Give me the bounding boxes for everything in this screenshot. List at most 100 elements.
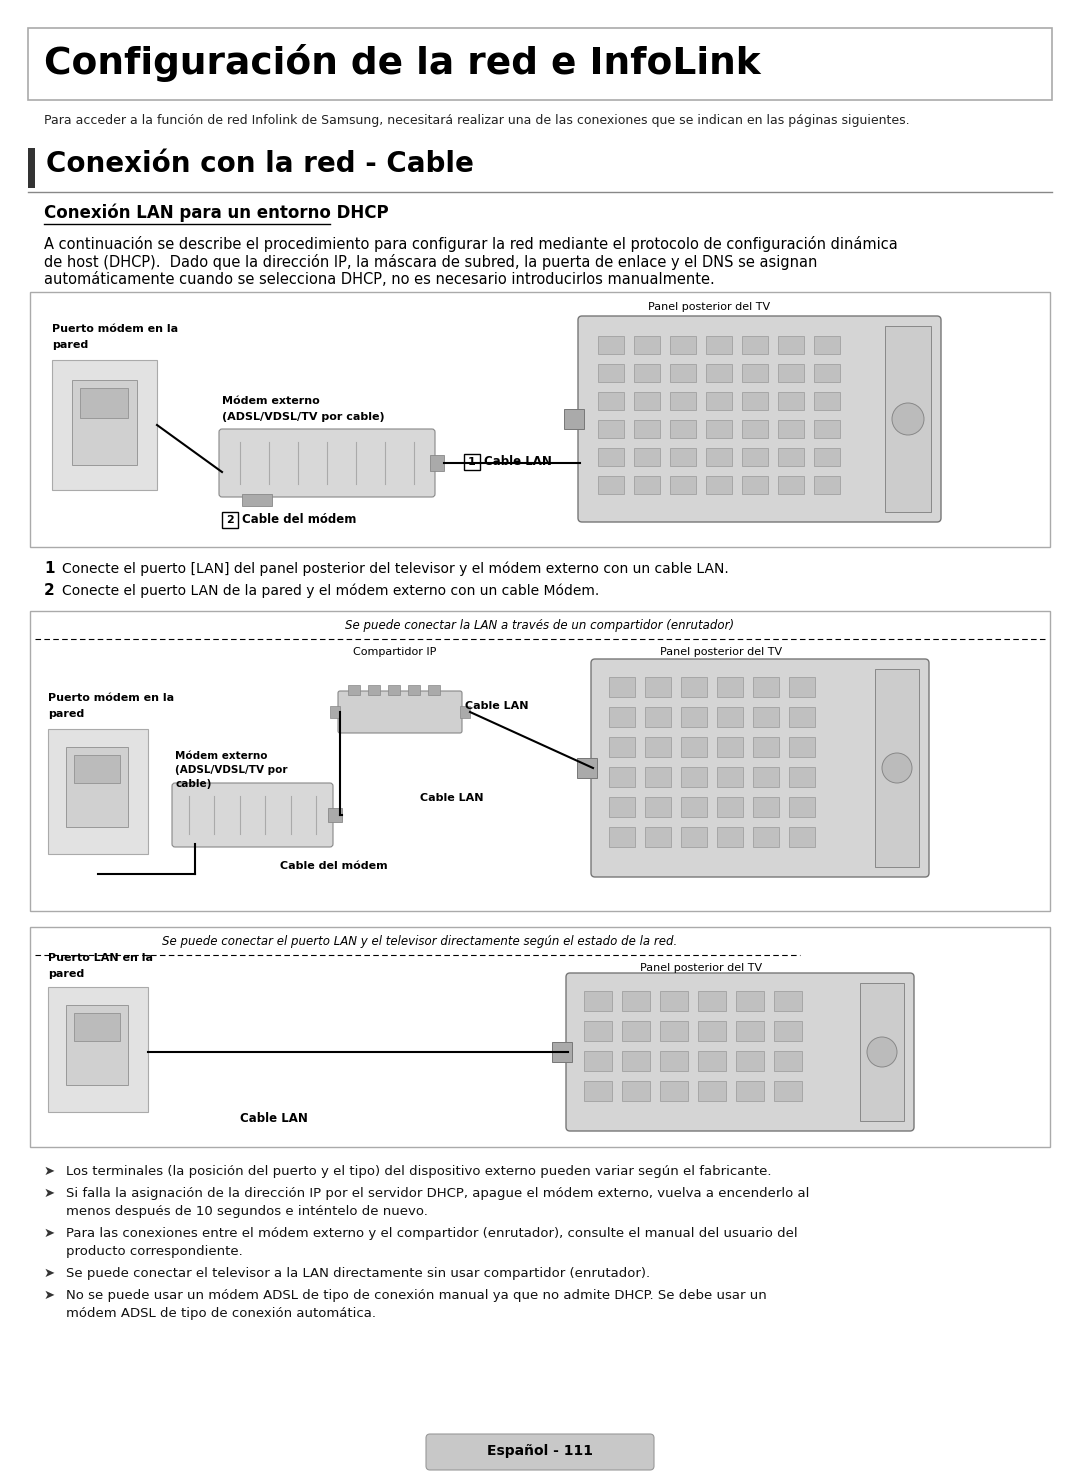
Text: Panel posterior del TV: Panel posterior del TV [648, 302, 770, 313]
Bar [48, 729, 148, 854]
Bar [584, 1021, 612, 1040]
Bar [814, 365, 840, 382]
Bar [430, 455, 444, 471]
Text: pared: pared [48, 969, 84, 980]
Bar [778, 448, 804, 465]
Bar [789, 827, 815, 848]
Bar [670, 336, 696, 354]
Bar [598, 419, 624, 439]
Bar [735, 1021, 764, 1040]
Bar [681, 768, 707, 787]
Text: Puerto módem en la: Puerto módem en la [52, 325, 178, 333]
Text: ➤: ➤ [44, 1289, 55, 1303]
FancyBboxPatch shape [219, 428, 435, 496]
Bar [706, 365, 732, 382]
Circle shape [867, 1037, 897, 1067]
Bar [742, 336, 768, 354]
Bar [328, 808, 342, 823]
Text: Cable LAN: Cable LAN [484, 455, 552, 468]
Bar [753, 737, 779, 757]
Bar [814, 419, 840, 439]
Bar [698, 991, 726, 1011]
Bar [598, 476, 624, 494]
Bar [681, 827, 707, 848]
Bar [75, 1014, 120, 1040]
Text: Los terminales (la posición del puerto y el tipo) del dispositivo externo pueden: Los terminales (la posición del puerto y… [66, 1165, 771, 1178]
Bar [753, 797, 779, 817]
Text: ➤: ➤ [44, 1227, 55, 1240]
Text: menos después de 10 segundos e inténtelo de nuevo.: menos después de 10 segundos e inténtelo… [66, 1205, 428, 1218]
Bar [742, 476, 768, 494]
Bar [66, 747, 129, 827]
Bar [717, 797, 743, 817]
Bar [28, 148, 35, 188]
Bar [460, 705, 470, 717]
Bar [388, 685, 400, 695]
Text: Español - 111: Español - 111 [487, 1443, 593, 1458]
Bar [681, 737, 707, 757]
Bar [609, 677, 635, 697]
Bar [609, 707, 635, 728]
Text: No se puede usar un módem ADSL de tipo de conexión manual ya que no admite DHCP.: No se puede usar un módem ADSL de tipo d… [66, 1289, 767, 1303]
Bar [634, 336, 660, 354]
FancyBboxPatch shape [566, 974, 914, 1131]
Text: Cable del módem: Cable del módem [242, 513, 356, 526]
Bar [66, 1005, 129, 1085]
Bar [753, 827, 779, 848]
Text: Se puede conectar el puerto LAN y el televisor directamente según el estado de l: Se puede conectar el puerto LAN y el tel… [162, 935, 677, 948]
Bar [778, 393, 804, 411]
Text: Si falla la asignación de la dirección IP por el servidor DHCP, apague el módem : Si falla la asignación de la dirección I… [66, 1187, 809, 1200]
Bar [577, 757, 597, 778]
Bar [706, 393, 732, 411]
Bar [408, 685, 420, 695]
Bar [634, 393, 660, 411]
FancyBboxPatch shape [28, 28, 1052, 99]
Bar [75, 754, 120, 782]
Text: ➤: ➤ [44, 1267, 55, 1280]
Bar [774, 1051, 802, 1071]
Bar [598, 365, 624, 382]
Text: Conexión con la red - Cable: Conexión con la red - Cable [46, 150, 474, 178]
Bar [706, 476, 732, 494]
Bar [670, 448, 696, 465]
FancyBboxPatch shape [578, 316, 941, 522]
Bar [48, 987, 148, 1112]
Text: Módem externo: Módem externo [222, 396, 320, 406]
FancyBboxPatch shape [426, 1435, 654, 1470]
Circle shape [882, 753, 912, 782]
Bar [670, 365, 696, 382]
Bar [634, 476, 660, 494]
Bar [242, 494, 272, 505]
Bar [222, 511, 238, 528]
Bar [814, 393, 840, 411]
Bar [645, 677, 671, 697]
Bar [622, 1080, 650, 1101]
Bar [706, 336, 732, 354]
Text: Cable LAN: Cable LAN [240, 1112, 308, 1125]
Bar [706, 419, 732, 439]
Text: Panel posterior del TV: Panel posterior del TV [640, 963, 762, 974]
Text: ➤: ➤ [44, 1187, 55, 1200]
Bar [609, 768, 635, 787]
Bar [698, 1021, 726, 1040]
FancyBboxPatch shape [30, 292, 1050, 547]
Bar [670, 393, 696, 411]
Bar [598, 448, 624, 465]
Bar [742, 365, 768, 382]
FancyBboxPatch shape [338, 691, 462, 734]
Bar [634, 365, 660, 382]
Text: cable): cable) [175, 780, 212, 788]
Bar [660, 991, 688, 1011]
Bar [681, 677, 707, 697]
FancyBboxPatch shape [591, 659, 929, 877]
Bar [52, 360, 157, 491]
Bar [80, 388, 129, 418]
Bar [717, 768, 743, 787]
Text: 2: 2 [226, 516, 234, 525]
Bar [609, 797, 635, 817]
Bar [717, 677, 743, 697]
Bar [564, 409, 584, 428]
Bar [778, 419, 804, 439]
Bar [609, 737, 635, 757]
Bar [698, 1051, 726, 1071]
